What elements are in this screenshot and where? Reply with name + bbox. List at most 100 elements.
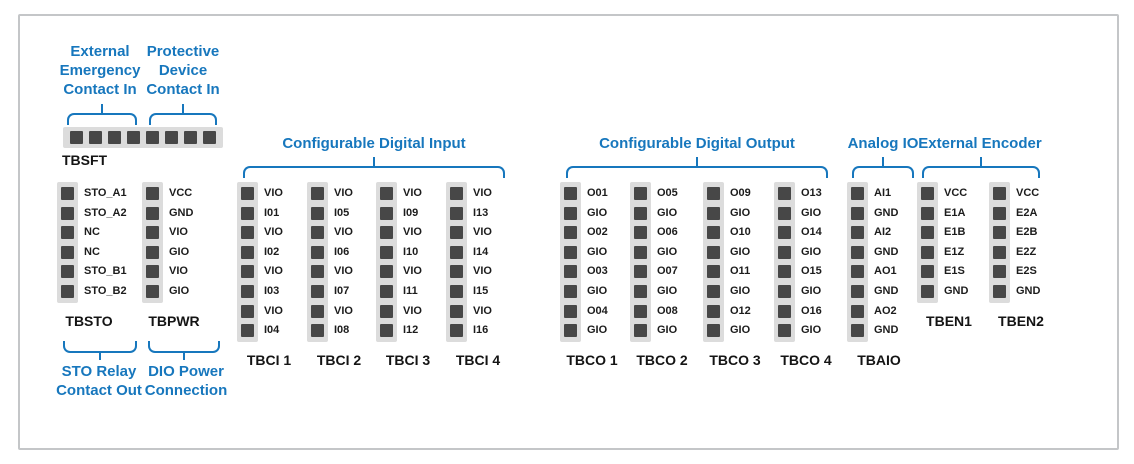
pin-label: E1Z bbox=[944, 245, 965, 258]
pin-square bbox=[851, 285, 864, 298]
pin-label: O09 bbox=[730, 187, 751, 199]
pin-square bbox=[921, 285, 934, 298]
pin-square bbox=[450, 206, 463, 220]
pin-label: I15 bbox=[473, 285, 489, 297]
pin-square bbox=[634, 285, 647, 298]
pin-label: GIO bbox=[801, 245, 822, 258]
label-line: Device bbox=[158, 62, 208, 79]
bracket-digital-output bbox=[566, 157, 828, 178]
pin-square bbox=[778, 187, 791, 200]
pin-square bbox=[241, 245, 254, 259]
pin-square bbox=[146, 245, 159, 259]
pin-square bbox=[450, 304, 463, 318]
block-name-tbco3: TBCO 3 bbox=[709, 352, 761, 369]
label-line: Emergency bbox=[59, 62, 141, 79]
pin-label: VIO bbox=[169, 265, 188, 278]
pin-label: I13 bbox=[473, 206, 489, 219]
pin-square bbox=[61, 187, 74, 200]
pin-square bbox=[146, 187, 159, 200]
bracket-analog-io bbox=[852, 157, 914, 178]
pin-square bbox=[89, 131, 102, 144]
terminal-strip-tbci2 bbox=[307, 182, 328, 343]
pin-label: I01 bbox=[264, 206, 280, 219]
terminal-strip-tbci4 bbox=[446, 182, 467, 343]
pin-square bbox=[564, 304, 577, 318]
pin-square bbox=[634, 187, 647, 200]
label-line: STO Relay bbox=[61, 363, 137, 380]
pin-square bbox=[450, 245, 463, 259]
pin-square bbox=[241, 226, 254, 240]
pin-square bbox=[146, 285, 159, 298]
pin-square bbox=[634, 226, 647, 240]
pin-square bbox=[993, 285, 1006, 298]
terminal-strip-tbsft bbox=[63, 127, 223, 148]
pin-label: VIO bbox=[264, 187, 283, 199]
pin-label: E2Z bbox=[1016, 245, 1037, 258]
pin-label: GIO bbox=[730, 245, 751, 258]
block-name-tben2: TBEN2 bbox=[998, 313, 1044, 329]
pin-square bbox=[241, 285, 254, 298]
pin-square bbox=[450, 265, 463, 279]
terminal-strip-tbco2 bbox=[630, 182, 651, 343]
label-line: Connection bbox=[144, 382, 228, 399]
pin-square bbox=[241, 265, 254, 279]
pin-label: GIO bbox=[587, 245, 608, 258]
pin-label: VIO bbox=[403, 226, 422, 239]
label-dio-power-connection: DIO Power Connection bbox=[126, 362, 246, 400]
block-name-tbpwr: TBPWR bbox=[148, 313, 200, 329]
pin-square bbox=[707, 324, 720, 338]
label-line: Contact Out bbox=[56, 382, 142, 399]
pin-square bbox=[564, 285, 577, 298]
pin-label: O06 bbox=[657, 226, 678, 239]
pin-square bbox=[634, 304, 647, 318]
pin-label: AI2 bbox=[874, 226, 892, 239]
pin-label: VIO bbox=[403, 265, 422, 278]
pin-square bbox=[707, 187, 720, 200]
pin-label: GIO bbox=[587, 324, 608, 337]
label-line: Contact In bbox=[146, 81, 220, 98]
pin-square bbox=[921, 265, 934, 279]
pin-label: O10 bbox=[730, 226, 751, 239]
header-configurable-digital-input: Configurable Digital Input bbox=[282, 135, 466, 152]
pin-square bbox=[778, 265, 791, 279]
pin-square bbox=[146, 265, 159, 279]
pin-label: O16 bbox=[801, 304, 822, 317]
pin-square bbox=[380, 206, 393, 220]
bracket-external-encoder bbox=[922, 157, 1040, 178]
pin-label: I06 bbox=[334, 245, 350, 258]
pin-label: GND bbox=[169, 206, 194, 219]
pin-label: GND bbox=[874, 206, 899, 219]
pin-label: GIO bbox=[587, 285, 608, 297]
pin-square bbox=[634, 265, 647, 279]
pin-label: E1A bbox=[944, 206, 966, 219]
pin-label: O03 bbox=[587, 265, 608, 278]
pin-label: VIO bbox=[334, 187, 353, 199]
bracket-dio-power bbox=[148, 341, 220, 360]
pin-square bbox=[241, 187, 254, 200]
pin-label: GND bbox=[874, 285, 899, 297]
header-configurable-digital-output: Configurable Digital Output bbox=[599, 135, 795, 152]
pin-square bbox=[311, 206, 324, 220]
pin-label: E1B bbox=[944, 226, 966, 239]
pin-square bbox=[450, 187, 463, 200]
pin-label: GIO bbox=[657, 245, 678, 258]
pin-label: VIO bbox=[473, 265, 492, 278]
block-name-tben1: TBEN1 bbox=[926, 313, 972, 329]
pin-label: AO2 bbox=[874, 304, 897, 317]
pin-label: VIO bbox=[169, 226, 188, 239]
pin-square bbox=[921, 187, 934, 200]
pin-label: AO1 bbox=[874, 265, 897, 278]
header-external-encoder: External Encoder bbox=[918, 135, 1042, 152]
pin-label: I04 bbox=[264, 324, 280, 337]
block-name-tbci3: TBCI 3 bbox=[385, 352, 431, 369]
pin-square bbox=[241, 206, 254, 220]
pin-square bbox=[993, 265, 1006, 279]
pin-square bbox=[778, 206, 791, 220]
pin-label: GIO bbox=[801, 285, 822, 297]
pin-square bbox=[380, 265, 393, 279]
pin-label: GIO bbox=[657, 324, 678, 337]
pin-square bbox=[707, 245, 720, 259]
block-name-tbaio: TBAIO bbox=[857, 352, 901, 369]
pin-square bbox=[993, 206, 1006, 220]
pin-label: I02 bbox=[264, 245, 280, 258]
